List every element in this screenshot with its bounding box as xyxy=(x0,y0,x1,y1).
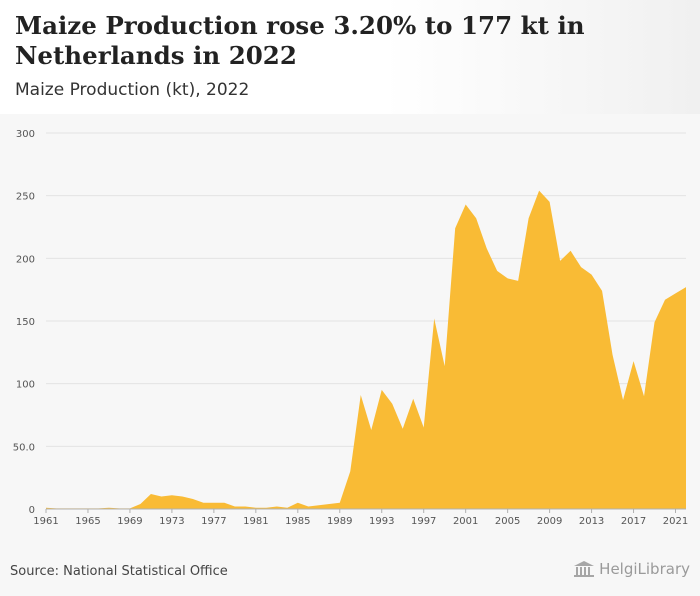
x-tick-label: 2021 xyxy=(663,516,688,527)
x-tick-label: 1977 xyxy=(201,516,226,527)
chart-footer: Source: National Statistical Office Helg… xyxy=(0,550,700,596)
x-tick-label: 1993 xyxy=(369,516,394,527)
y-tick-label: 150 xyxy=(16,317,35,328)
x-tick-label: 2009 xyxy=(537,516,562,527)
x-tick-label: 1997 xyxy=(411,516,436,527)
chart-title: Maize Production rose 3.20% to 177 kt in… xyxy=(15,11,585,70)
chart-area: 0 50.0 100 150 200 250 300 1961 1965 1969 1973 1977… xyxy=(0,114,700,550)
y-tick-label: 50.0 xyxy=(13,442,35,453)
x-tick-label: 2001 xyxy=(453,516,478,527)
x-tick-label: 1965 xyxy=(75,516,100,527)
series-area xyxy=(46,190,686,509)
x-tick-label: 1981 xyxy=(243,516,268,527)
y-tick-label: 250 xyxy=(16,192,35,203)
library-building-icon xyxy=(574,561,595,577)
x-tick-label: 1989 xyxy=(327,516,352,527)
x-tick-label: 1973 xyxy=(159,516,184,527)
y-tick-label: 0 xyxy=(29,505,35,516)
x-tick-label: 2013 xyxy=(579,516,604,527)
x-tick-label: 1985 xyxy=(285,516,310,527)
y-tick-label: 100 xyxy=(16,380,35,391)
area-chart: 0 50.0 100 150 200 250 300 1961 1965 1969 1973 1977… xyxy=(13,129,689,527)
x-tick-label: 1969 xyxy=(117,516,142,527)
y-tick-label: 300 xyxy=(16,129,35,140)
chart-subtitle: Maize Production (kt), 2022 xyxy=(15,80,250,100)
source-note: Source: National Statistical Office xyxy=(10,564,228,579)
logo-text: HelgiLibrary xyxy=(599,560,690,578)
x-tick-label: 2005 xyxy=(495,516,520,527)
helgi-library-logo[interactable]: HelgiLibrary xyxy=(573,560,690,578)
y-tick-label: 200 xyxy=(16,254,35,265)
chart-header: Maize Production rose 3.20% to 177 kt in… xyxy=(0,0,700,114)
x-tick-label: 1961 xyxy=(33,516,58,527)
x-tick-label: 2017 xyxy=(621,516,646,527)
